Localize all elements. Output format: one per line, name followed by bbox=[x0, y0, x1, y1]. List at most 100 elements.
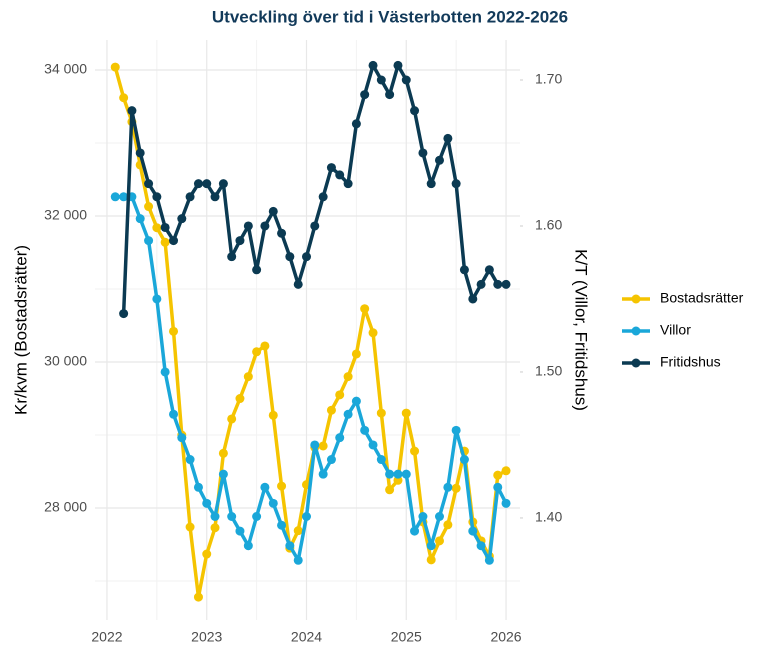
data-point bbox=[401, 408, 411, 418]
data-point bbox=[144, 179, 154, 189]
data-point bbox=[185, 522, 195, 532]
data-point bbox=[434, 536, 444, 546]
data-point bbox=[426, 179, 436, 189]
data-point bbox=[235, 394, 245, 404]
data-point bbox=[193, 179, 203, 189]
legend-label: Bostadsrätter bbox=[660, 290, 744, 306]
data-point bbox=[418, 511, 428, 521]
data-point bbox=[127, 106, 137, 116]
data-point bbox=[260, 482, 270, 492]
data-point bbox=[401, 469, 411, 479]
x-tick-label: 2025 bbox=[391, 629, 422, 645]
data-point bbox=[418, 148, 428, 158]
data-point bbox=[451, 179, 461, 189]
data-point bbox=[110, 192, 120, 202]
data-point bbox=[119, 309, 129, 319]
data-point bbox=[260, 341, 270, 351]
chart-title: Utveckling över tid i Västerbotten 2022-… bbox=[212, 7, 568, 26]
data-point bbox=[501, 466, 511, 476]
series-line bbox=[121, 63, 507, 314]
y-tick-label: 34 000 bbox=[44, 61, 87, 77]
data-point bbox=[310, 440, 320, 450]
data-point bbox=[410, 106, 420, 116]
data-point bbox=[110, 62, 120, 72]
data-point bbox=[343, 409, 353, 419]
data-point bbox=[443, 520, 453, 530]
data-point bbox=[318, 469, 328, 479]
data-point bbox=[393, 60, 403, 70]
data-point bbox=[343, 372, 353, 382]
data-point bbox=[326, 455, 336, 465]
data-point bbox=[351, 119, 361, 129]
data-point bbox=[335, 170, 345, 180]
data-point bbox=[401, 75, 411, 85]
data-point bbox=[152, 192, 162, 202]
data-point bbox=[177, 433, 187, 443]
data-point bbox=[476, 541, 486, 551]
data-point bbox=[393, 469, 403, 479]
legend-swatch bbox=[631, 358, 641, 368]
data-point bbox=[501, 498, 511, 508]
data-point bbox=[252, 347, 262, 357]
data-point bbox=[318, 192, 328, 202]
data-point bbox=[160, 367, 170, 377]
data-point bbox=[202, 179, 212, 189]
y2-tick-label: 1.60 bbox=[535, 217, 562, 233]
data-point bbox=[285, 541, 295, 551]
y2-tick-label: 1.50 bbox=[535, 363, 562, 379]
data-point bbox=[443, 482, 453, 492]
data-point bbox=[326, 405, 336, 415]
data-point bbox=[459, 455, 469, 465]
data-point bbox=[360, 304, 370, 314]
data-point bbox=[144, 202, 154, 212]
y2-tick-label: 1.70 bbox=[535, 71, 562, 87]
legend-label: Villor bbox=[660, 322, 691, 338]
data-point bbox=[227, 414, 237, 424]
data-point bbox=[468, 526, 478, 536]
y2-axis-label: K/T (Villor, Fritidshus) bbox=[572, 249, 591, 411]
data-point bbox=[169, 409, 179, 419]
data-point bbox=[443, 133, 453, 143]
data-point bbox=[326, 163, 336, 173]
data-point bbox=[434, 511, 444, 521]
data-point bbox=[152, 294, 162, 304]
data-point bbox=[218, 448, 228, 458]
data-point bbox=[135, 148, 145, 158]
data-point bbox=[484, 555, 494, 565]
data-point bbox=[218, 469, 228, 479]
data-point bbox=[160, 222, 170, 232]
data-point bbox=[426, 555, 436, 565]
data-point bbox=[185, 192, 195, 202]
data-point bbox=[318, 441, 328, 451]
data-point bbox=[218, 179, 228, 189]
data-point bbox=[385, 90, 395, 100]
data-point bbox=[293, 279, 303, 289]
data-point bbox=[243, 541, 253, 551]
data-point bbox=[493, 279, 503, 289]
data-point bbox=[169, 326, 179, 336]
data-point bbox=[493, 470, 503, 480]
legend-swatch bbox=[631, 326, 641, 336]
data-point bbox=[227, 511, 237, 521]
legend-label: Fritidshus bbox=[660, 354, 721, 370]
data-point bbox=[252, 511, 262, 521]
data-point bbox=[119, 93, 129, 103]
series-line bbox=[115, 195, 508, 563]
data-point bbox=[202, 498, 212, 508]
data-point bbox=[368, 60, 378, 70]
data-point bbox=[368, 440, 378, 450]
data-point bbox=[202, 549, 212, 559]
data-point bbox=[459, 265, 469, 275]
data-point bbox=[302, 511, 312, 521]
data-point bbox=[343, 179, 353, 189]
data-point bbox=[368, 328, 378, 338]
data-point bbox=[210, 192, 220, 202]
data-point bbox=[210, 523, 220, 533]
data-point bbox=[385, 485, 395, 495]
data-point bbox=[177, 214, 187, 224]
data-point bbox=[410, 446, 420, 456]
data-point bbox=[185, 455, 195, 465]
data-point bbox=[310, 221, 320, 231]
y-tick-label: 28 000 bbox=[44, 499, 87, 515]
data-point bbox=[501, 279, 511, 289]
